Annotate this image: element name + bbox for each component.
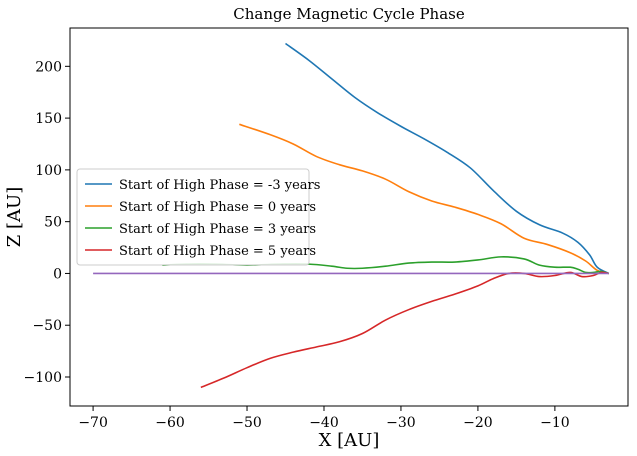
y-axis: −100 −50 0 50 100 150 200 <box>24 59 70 386</box>
x-tick-label: −70 <box>78 415 108 431</box>
x-tick-label: −50 <box>232 415 262 431</box>
legend-box <box>76 168 310 266</box>
x-tick-label: −10 <box>540 415 570 431</box>
y-tick-label: 0 <box>53 266 62 282</box>
legend-entry: Start of High Phase = 0 years <box>119 200 316 215</box>
x-tick-label: −30 <box>386 415 416 431</box>
y-axis-label: Z [AU] <box>4 187 25 247</box>
x-tick-label: −60 <box>155 415 185 431</box>
x-tick-label: −20 <box>463 415 493 431</box>
legend-entry: Start of High Phase = 3 years <box>119 222 316 237</box>
y-tick-label: −50 <box>32 318 62 334</box>
plot-frame <box>69 27 629 407</box>
legend: Start of High Phase = -3 years Start of H… <box>76 168 320 266</box>
x-axis: −70 −60 −50 −40 −30 −20 −10 <box>78 406 570 431</box>
chart-title: Change Magnetic Cycle Phase <box>233 5 465 23</box>
y-tick-label: 150 <box>35 111 62 127</box>
y-tick-label: −100 <box>24 370 62 386</box>
legend-entry: Start of High Phase = -3 years <box>119 178 320 193</box>
legend-entry: Start of High Phase = 5 years <box>119 244 316 259</box>
series-line-2 <box>239 123 609 275</box>
series-line-1 <box>285 42 610 275</box>
y-tick-label: 100 <box>35 163 62 179</box>
y-tick-label: 50 <box>44 215 62 231</box>
x-axis-label: X [AU] <box>319 430 380 451</box>
y-tick-label: 200 <box>35 59 62 75</box>
x-tick-label: −40 <box>309 415 339 431</box>
series-line-4 <box>200 271 609 389</box>
